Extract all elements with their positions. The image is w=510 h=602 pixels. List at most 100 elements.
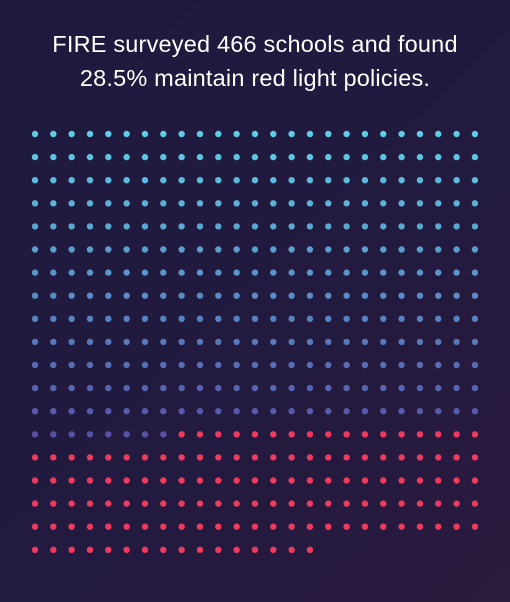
school-dot: [68, 338, 75, 346]
school-dot: [343, 200, 350, 207]
school-dot: [160, 361, 167, 369]
school-dot: [196, 292, 204, 299]
red-light-school-dot: [105, 500, 112, 507]
red-light-school-dot: [270, 454, 277, 461]
red-light-school-dot: [453, 431, 460, 438]
red-light-school-dot: [141, 523, 149, 530]
red-light-school-dot: [196, 523, 204, 530]
school-dot: [141, 223, 149, 230]
red-light-school-dot: [416, 454, 424, 461]
school-dot: [196, 408, 204, 415]
school-dot: [416, 177, 424, 184]
school-dot: [380, 338, 387, 346]
school-dot: [50, 269, 57, 276]
school-dot: [50, 408, 57, 415]
red-light-school-dot: [380, 431, 387, 438]
red-light-school-dot: [288, 523, 295, 530]
red-light-school-dot: [68, 523, 75, 530]
school-dot: [123, 384, 130, 392]
school-dot: [68, 431, 75, 438]
school-dot: [380, 408, 387, 415]
red-light-school-dot: [178, 500, 185, 507]
red-light-school-dot: [215, 523, 222, 530]
school-dot: [343, 384, 350, 392]
school-dot: [86, 153, 94, 161]
red-light-school-dot: [68, 500, 75, 507]
school-dot: [361, 177, 369, 184]
school-dot: [398, 223, 405, 230]
red-light-school-dot: [160, 523, 167, 530]
school-dot: [398, 269, 405, 276]
school-dot: [105, 361, 112, 369]
school-dot: [178, 223, 185, 230]
school-dot: [123, 315, 130, 322]
school-dot: [141, 431, 149, 438]
school-dot: [160, 292, 167, 299]
school-dot: [251, 177, 259, 184]
red-light-school-dot: [233, 500, 240, 507]
red-light-school-dot: [251, 500, 259, 507]
red-light-school-dot: [86, 454, 94, 461]
school-dot: [105, 431, 112, 438]
school-dot: [251, 246, 259, 253]
school-dot: [306, 177, 314, 184]
school-dot: [306, 130, 314, 138]
school-dot: [123, 223, 130, 230]
red-light-school-dot: [50, 454, 57, 461]
red-light-school-dot: [325, 431, 332, 438]
school-dot: [196, 200, 204, 207]
school-dot: [435, 384, 442, 392]
school-dot: [306, 384, 314, 392]
school-dot: [306, 292, 314, 299]
school-dot: [288, 338, 295, 346]
school-dot: [471, 177, 479, 184]
school-dot: [398, 361, 405, 369]
red-light-school-dot: [160, 454, 167, 461]
school-dot: [31, 200, 39, 207]
school-dot: [50, 153, 57, 161]
school-dot: [361, 315, 369, 322]
red-light-school-dot: [86, 477, 94, 484]
school-dot: [416, 408, 424, 415]
school-dot: [105, 177, 112, 184]
school-dot: [270, 130, 277, 138]
school-dot: [343, 269, 350, 276]
school-dot: [50, 200, 57, 207]
red-light-school-dot: [416, 431, 424, 438]
school-dot: [160, 315, 167, 322]
school-dot: [398, 315, 405, 322]
red-light-school-dot: [343, 523, 350, 530]
school-dot: [215, 246, 222, 253]
red-light-school-dot: [68, 546, 75, 553]
school-dot: [160, 431, 167, 438]
school-dot: [471, 130, 479, 138]
school-dot: [325, 153, 332, 161]
school-dot: [306, 200, 314, 207]
red-light-school-dot: [453, 454, 460, 461]
school-dot: [233, 153, 240, 161]
school-dot: [31, 361, 39, 369]
red-light-school-dot: [416, 523, 424, 530]
red-light-school-dot: [141, 454, 149, 461]
school-dot: [68, 408, 75, 415]
school-dot: [196, 177, 204, 184]
school-dot: [453, 177, 460, 184]
school-dot: [435, 338, 442, 346]
school-dot: [398, 384, 405, 392]
school-dot: [325, 408, 332, 415]
school-dot: [343, 223, 350, 230]
school-dot: [50, 315, 57, 322]
school-dot: [105, 269, 112, 276]
school-dot: [288, 292, 295, 299]
school-dot: [86, 315, 94, 322]
school-dot: [435, 269, 442, 276]
school-dot: [343, 153, 350, 161]
school-dot: [105, 384, 112, 392]
red-light-school-dot: [123, 500, 130, 507]
red-light-school-dot: [471, 454, 479, 461]
school-dot: [215, 408, 222, 415]
school-dot: [31, 223, 39, 230]
school-dot: [343, 177, 350, 184]
school-dot: [196, 130, 204, 138]
red-light-school-dot: [123, 546, 130, 553]
